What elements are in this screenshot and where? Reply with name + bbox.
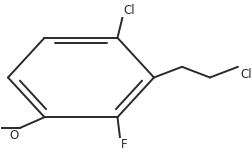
Text: Cl: Cl [239, 68, 250, 81]
Text: Cl: Cl [123, 4, 135, 17]
Text: F: F [120, 138, 127, 151]
Text: O: O [10, 129, 19, 142]
